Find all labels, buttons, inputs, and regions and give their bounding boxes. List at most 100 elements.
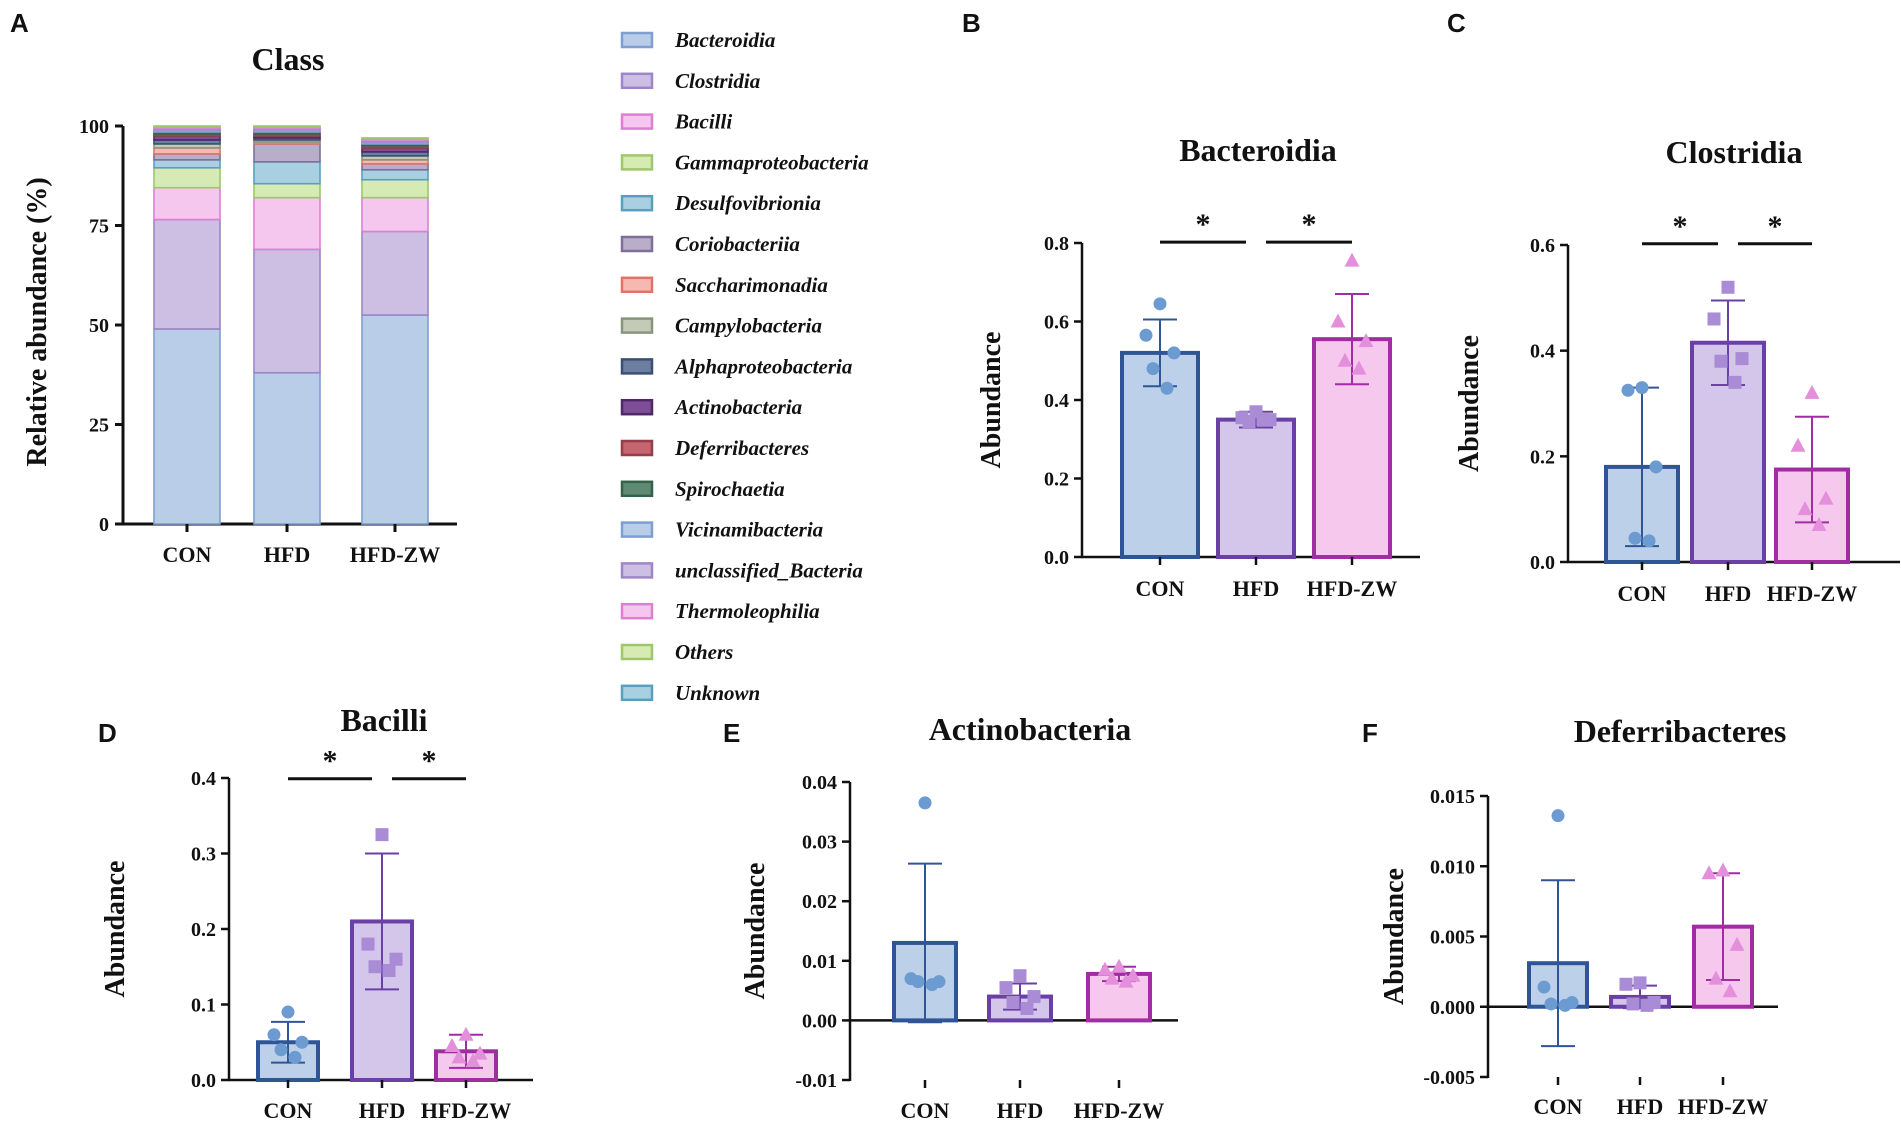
data-point [1626,997,1640,1011]
legend-swatch [620,194,654,212]
legend-swatch [620,480,654,498]
data-point [911,975,925,989]
legend-entry: Clostridia [675,69,760,93]
data-point [1337,352,1353,367]
data-point [925,978,939,992]
chart-title: Clostridia [1666,134,1803,170]
data-point [1707,312,1721,326]
x-tick-label: HFD-ZW [350,542,440,567]
y-axis-label: Abundance [1454,335,1485,472]
y-axis-label: Abundance [976,332,1007,469]
legend-entry: Saccharimonadia [675,273,828,297]
legend-swatch [620,154,654,171]
data-point [1735,352,1749,366]
legend-swatch [620,72,654,90]
y-tick-label: 0.03 [802,832,837,854]
data-point [1818,490,1834,505]
chart-title: Deferribacteres [1574,713,1787,749]
stack-segment [153,186,221,221]
data-point [1804,384,1820,399]
stack-segment [253,125,321,128]
y-tick-label: 0.3 [191,844,216,866]
y-axis-label: Abundance [1379,868,1410,1005]
legend-entry: Coriobacteriia [675,232,800,256]
legend-entry: Desulfovibrionia [674,191,821,215]
x-tick-label: HFD-ZW [1678,1094,1768,1119]
panel-letter-f: F [1362,718,1378,748]
stack-segment [153,125,221,128]
stack-segment [153,218,221,330]
data-point [472,1045,488,1060]
data-point [1358,333,1374,348]
y-tick-label: 0.2 [1530,446,1555,468]
data-point [1790,437,1806,452]
y-axis-label: Relative abundance (%) [22,177,53,466]
legend-entry: Vicinamibacteria [675,518,823,542]
legend-entry: unclassified_Bacteria [675,558,863,582]
data-point [1256,413,1270,427]
legend-swatch [620,113,654,130]
stack-segment [253,196,321,251]
data-point [1153,297,1167,311]
x-tick-label: HFD [997,1098,1043,1123]
data-point [1027,990,1041,1004]
data-point [1160,381,1174,395]
stack-segment [361,137,429,140]
x-tick-label: CON [163,542,212,567]
legend-swatch [620,358,654,375]
x-tick-label: HFD-ZW [1074,1098,1164,1123]
stack-segment [153,166,221,189]
legend-swatch [620,235,654,253]
data-point [1721,280,1735,294]
y-tick-label: 0 [99,514,109,536]
data-point [375,828,389,842]
data-point [368,960,382,974]
y-axis-label: Abundance [100,861,131,998]
y-tick-label: -0.005 [1423,1067,1475,1089]
data-point [1714,354,1728,368]
data-point [458,1026,474,1041]
chart-title: Actinobacteria [929,711,1132,747]
stack-segment [153,328,221,525]
stack-segment [253,143,321,163]
data-point [1701,865,1717,880]
bar [1216,417,1296,559]
stack-segment [361,230,429,316]
legend-swatch [620,643,654,661]
y-tick-label: 0.00 [802,1010,837,1032]
data-point [382,964,396,978]
data-point [1013,969,1027,983]
y-tick-label: 0.2 [191,919,216,941]
data-point [1020,1001,1034,1015]
data-point [1722,983,1738,998]
y-tick-label: 0.0 [191,1070,216,1092]
y-axis-label: Abundance [740,863,771,1000]
legend-entry: Spirochaetia [675,477,785,501]
legend-swatch [620,602,654,620]
legend-entry: Alphaproteobacteria [673,354,852,378]
data-point [288,1050,302,1064]
stack-segment [153,159,221,169]
data-point [1811,517,1827,532]
significance-star: * [422,745,437,778]
data-point [465,1053,481,1068]
significance-star: * [1302,208,1317,241]
legend-entry: Deferribacteres [674,436,809,460]
panel-letter-c: C [1447,8,1466,38]
data-point [1642,534,1656,548]
data-point [451,1049,467,1064]
data-point [1118,973,1134,988]
legend-entry: Unknown [675,681,760,705]
significance-star: * [323,745,338,778]
y-tick-label: 0.4 [1044,390,1069,412]
x-tick-label: HFD [1705,581,1751,606]
data-point [1729,936,1745,951]
data-point [281,1005,295,1019]
stack-segment [153,147,221,155]
legend-swatch [620,439,654,457]
data-point [1797,501,1813,516]
y-tick-label: 0.000 [1430,997,1475,1019]
x-tick-label: CON [1618,581,1667,606]
chart-title: Class [252,41,325,77]
x-tick-label: CON [901,1098,950,1123]
